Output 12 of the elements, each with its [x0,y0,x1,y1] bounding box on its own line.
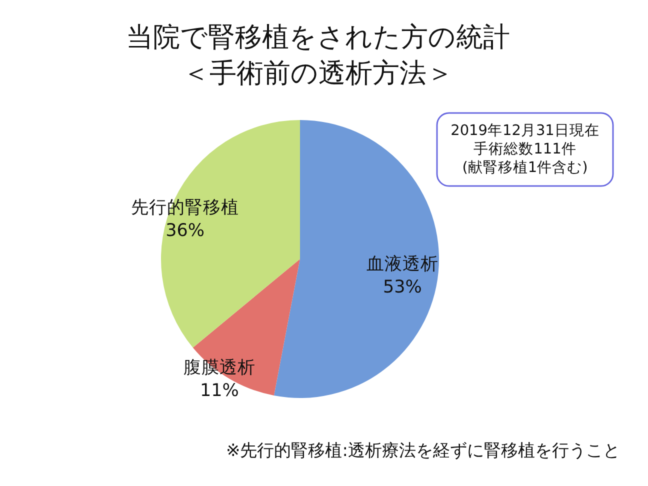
text: 2019年12月31日現在 [450,122,600,139]
text: ※先行的腎移植:透析療法を経ずに腎移植を行うこと [226,441,620,461]
text: (献腎移植1件含む) [462,159,588,176]
pie-slice [274,120,439,398]
slice-label: 血液透析 [366,253,438,274]
data-label: 11% [200,381,239,402]
text: 手術総数111件 [474,140,576,158]
data-label: 36% [166,220,204,241]
chart-title: 当院で腎移植をされた方の統計 [126,22,510,53]
chart-subtitle: ＜手術前の透析方法＞ [182,58,454,89]
slice-label: 腹膜透析 [183,358,256,378]
data-label: 53% [382,277,422,298]
